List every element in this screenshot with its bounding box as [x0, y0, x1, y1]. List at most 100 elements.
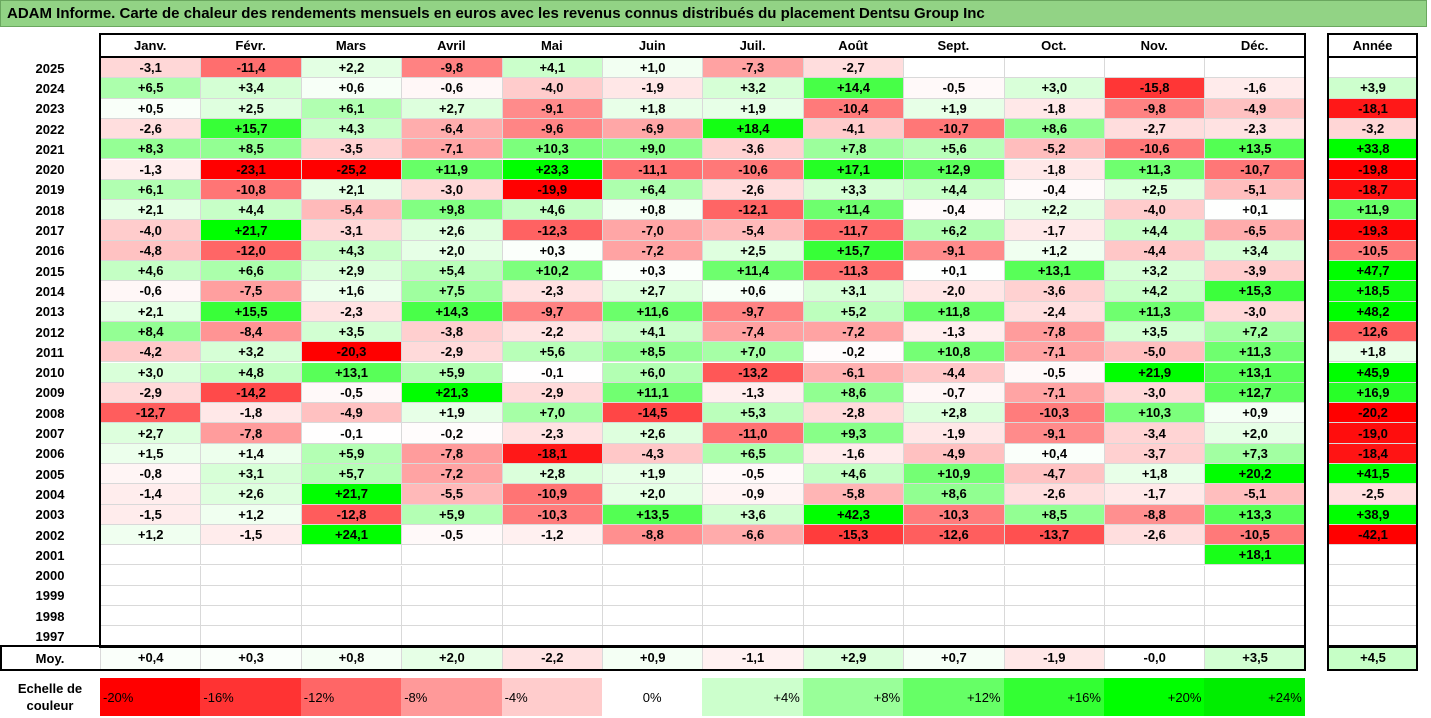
heatmap-cell: +1,2: [200, 504, 301, 525]
heatmap-cell: -7,4: [702, 321, 803, 343]
heatmap-cell: -14,5: [602, 403, 703, 424]
heatmap-cell: [300, 545, 402, 566]
heatmap-cell: -2,3: [501, 281, 602, 302]
heatmap-cell: +9,3: [802, 423, 904, 444]
heatmap-cell: +7,8: [802, 139, 904, 160]
scale-swatch: +20%: [1104, 678, 1205, 716]
month-header: Avril: [401, 34, 502, 58]
heatmap-cell: -9,1: [501, 98, 602, 119]
heatmap-cell: [100, 626, 201, 647]
heatmap-cell: -1,9: [602, 78, 703, 99]
heatmap-cell: [300, 606, 402, 627]
heatmap-cell: -4,9: [1204, 98, 1305, 119]
heatmap-cell: -3,8: [401, 321, 502, 343]
year-label: 2013: [35, 304, 65, 320]
heatmap-cell: -6,5: [1204, 220, 1305, 241]
heatmap-cell: [300, 585, 402, 607]
annual-cell: -18,7: [1328, 179, 1417, 201]
heatmap-cell: +8,3: [100, 139, 201, 160]
heatmap-cell: -1,3: [903, 321, 1004, 343]
heatmap-cell: +2,5: [200, 98, 301, 119]
heatmap-cell: -1,5: [100, 504, 201, 525]
annual-cell: -19,0: [1328, 423, 1417, 444]
average-label: Moy.: [35, 650, 65, 666]
heatmap-cell: -9,7: [702, 301, 803, 322]
heatmap-cell: +4,4: [903, 179, 1004, 201]
annual-cell: -10,5: [1328, 240, 1417, 261]
heatmap-cell: +0,1: [903, 261, 1004, 282]
heatmap-cell: +10,9: [903, 464, 1004, 485]
heatmap-cell: -1,7: [1003, 220, 1104, 241]
year-label: 2019: [35, 182, 65, 198]
heatmap-cell: +4,4: [200, 200, 301, 221]
heatmap-cell: [1204, 58, 1305, 79]
heatmap-cell: [802, 545, 904, 566]
heatmap-cell: +3,3: [802, 179, 904, 201]
heatmap-cell: +11,4: [802, 200, 904, 221]
year-label: 2016: [35, 243, 65, 259]
month-header: Févr.: [200, 34, 301, 58]
heatmap-cell: -4,4: [1104, 240, 1205, 261]
heatmap-cell: +24,1: [300, 524, 402, 546]
heatmap-cell: +0,3: [501, 240, 602, 261]
year-label: 2000: [35, 568, 65, 584]
heatmap-cell: -10,6: [1104, 139, 1205, 160]
heatmap-cell: +3,1: [200, 464, 301, 485]
heatmap-cell: +0,4: [1003, 443, 1104, 464]
annual-cell: +1,8: [1328, 342, 1417, 363]
annual-cell: -18,1: [1328, 98, 1417, 119]
heatmap-cell: [602, 606, 703, 627]
month-header: Nov.: [1104, 34, 1205, 58]
heatmap-cell: [602, 585, 703, 607]
heatmap-cell: [702, 606, 803, 627]
heatmap-cell: -9,8: [1104, 98, 1205, 119]
heatmap-cell: -18,1: [501, 443, 602, 464]
heatmap-cell: [501, 626, 602, 647]
annual-cell: +38,9: [1328, 504, 1417, 525]
heatmap-cell: -0,5: [1003, 362, 1104, 383]
heatmap-cell: +8,6: [802, 382, 904, 404]
heatmap-cell: -0,5: [702, 464, 803, 485]
heatmap-cell: [300, 626, 402, 647]
heatmap-cell: +3,6: [702, 504, 803, 525]
heatmap-cell: +13,1: [300, 362, 402, 383]
heatmap-cell: -0,5: [401, 524, 502, 546]
annual-cell: -12,6: [1328, 321, 1417, 343]
scale-swatch: +8%: [802, 678, 904, 716]
heatmap-cell: -4,8: [100, 240, 201, 261]
heatmap-cell: -1,2: [501, 524, 602, 546]
heatmap-cell: +21,7: [300, 484, 402, 505]
heatmap-cell: +6,1: [100, 179, 201, 201]
heatmap-cell: +5,9: [300, 443, 402, 464]
heatmap-cell: +3,2: [702, 78, 803, 99]
heatmap-cell: [200, 585, 301, 607]
heatmap-cell: -2,6: [1104, 524, 1205, 546]
heatmap-cell: -11,1: [602, 159, 703, 180]
heatmap-cell: +42,3: [802, 504, 904, 525]
year-label: 2008: [35, 405, 65, 421]
heatmap-cell: +13,1: [1003, 261, 1104, 282]
year-label: 2017: [35, 223, 65, 239]
heatmap-cell: -1,8: [1003, 98, 1104, 119]
year-label: 2005: [35, 466, 65, 482]
heatmap-cell: -2,7: [802, 58, 904, 79]
heatmap-cell: +1,8: [1104, 464, 1205, 485]
heatmap-cell: +6,1: [300, 98, 402, 119]
heatmap-cell: [501, 585, 602, 607]
heatmap-cell: +8,6: [903, 484, 1004, 505]
heatmap-cell: -7,5: [200, 281, 301, 302]
annual-cell: [1328, 565, 1417, 586]
heatmap-cell: -11,7: [802, 220, 904, 241]
heatmap-cell: +23,3: [501, 159, 602, 180]
heatmap-cell: -15,8: [1104, 78, 1205, 99]
heatmap-cell: +1,2: [100, 524, 201, 546]
month-header: Mars: [300, 34, 402, 58]
heatmap-cell: +3,0: [1003, 78, 1104, 99]
heatmap-cell: -0,5: [903, 78, 1004, 99]
heatmap-cell: -10,5: [1204, 524, 1305, 546]
heatmap-cell: -2,3: [300, 301, 402, 322]
heatmap-cell: [702, 545, 803, 566]
average-cell: -1,9: [1003, 646, 1104, 670]
year-label: 2010: [35, 365, 65, 381]
heatmap-cell: [401, 626, 502, 647]
